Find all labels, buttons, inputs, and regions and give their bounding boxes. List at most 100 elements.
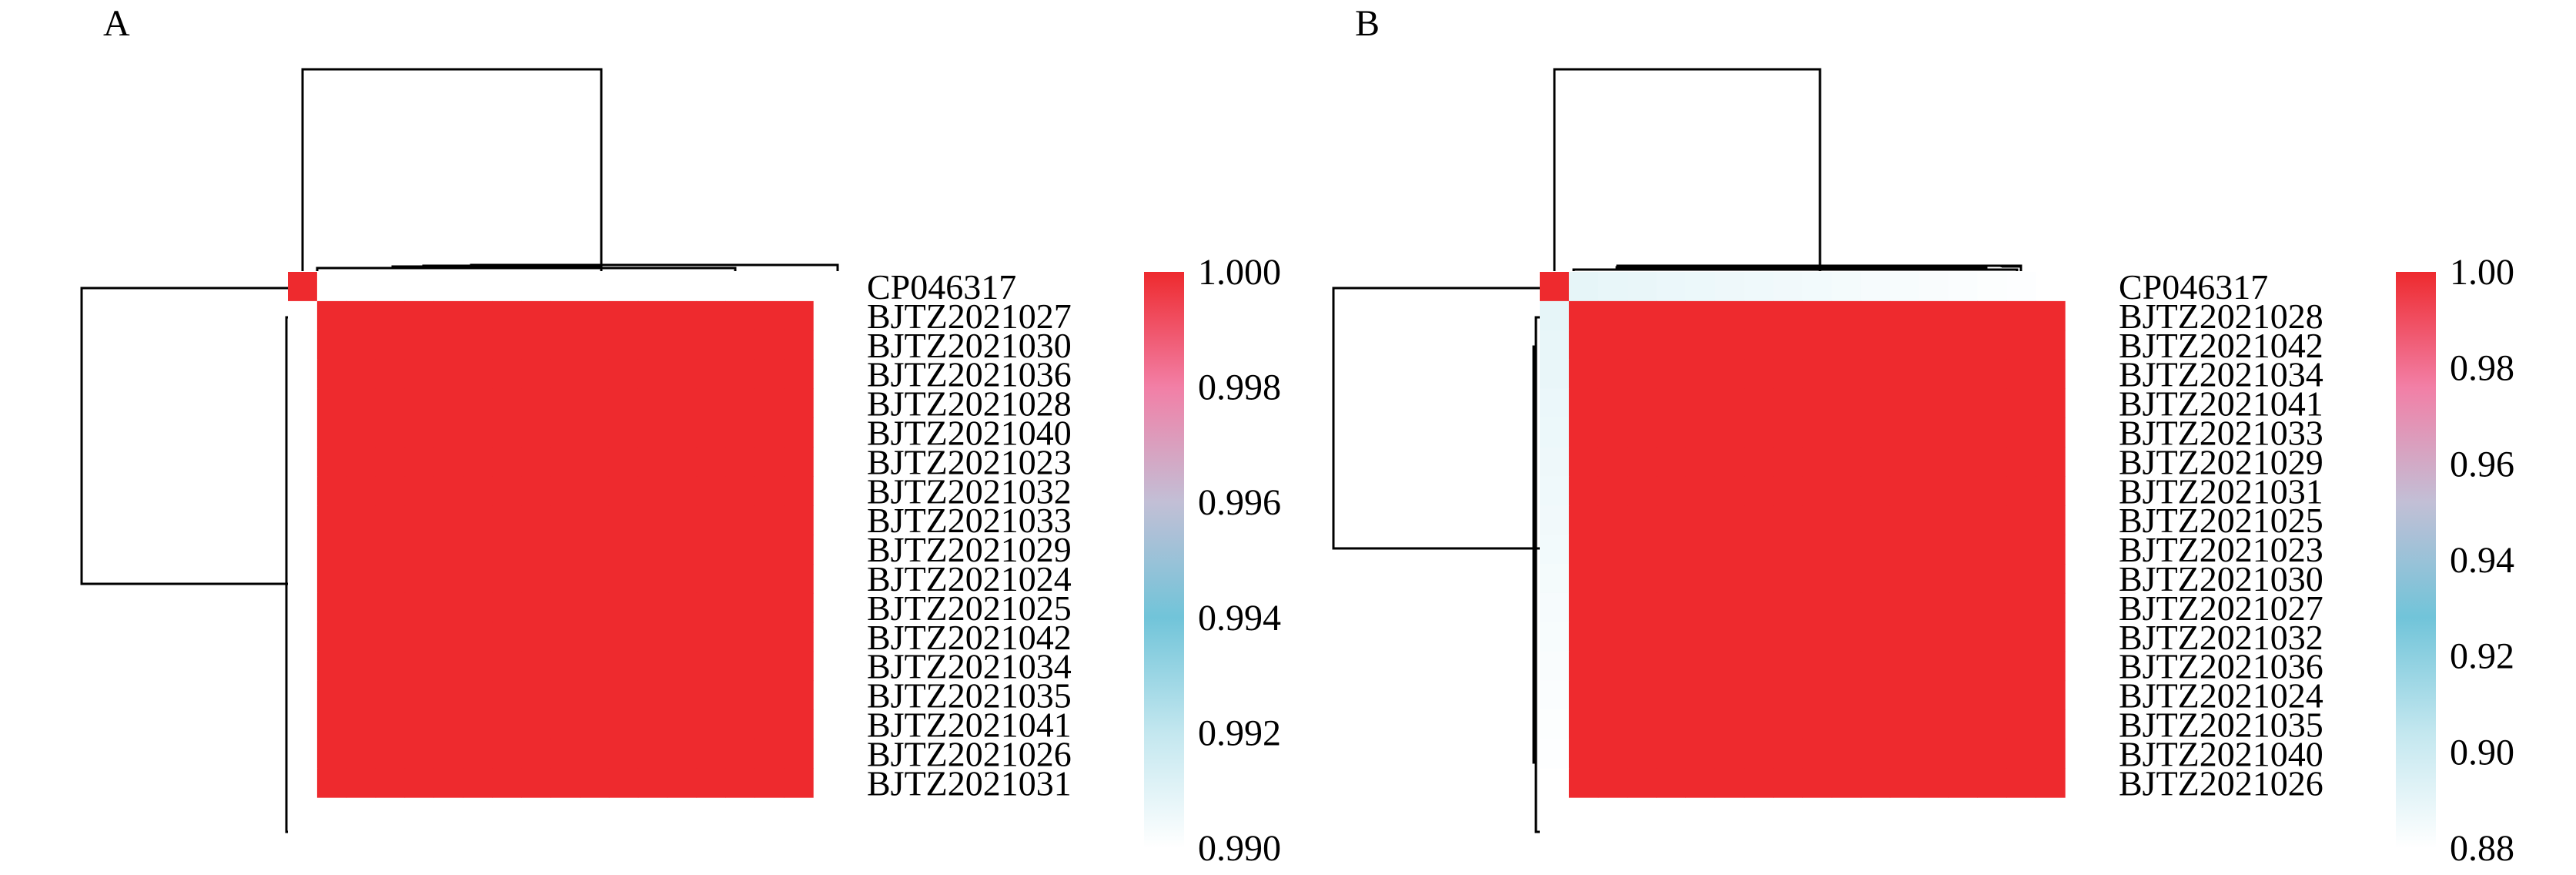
heatmap-cell: [1832, 388, 1862, 418]
heatmap-cell: [1627, 768, 1658, 798]
heatmap-cell: [1889, 709, 1920, 739]
heatmap-cell: [550, 330, 580, 360]
heatmap-cell: [1656, 592, 1686, 623]
heatmap-cell: [580, 651, 610, 682]
heatmap-cell: [667, 564, 698, 594]
heatmap-cell: [2006, 272, 2036, 302]
heatmap-cell: [1860, 622, 1891, 652]
heatmap-cell: [1948, 388, 1978, 418]
heatmap-cell: [1597, 709, 1628, 739]
heatmap-cell: [433, 476, 463, 506]
heatmap-cell: [580, 300, 610, 331]
heatmap-cell: [1627, 622, 1658, 652]
heatmap-cell: [667, 592, 698, 623]
heatmap-cell: [316, 768, 347, 798]
heatmap-cell: [580, 768, 610, 798]
heatmap-cell: [1948, 768, 1978, 798]
heatmap-cell: [608, 709, 639, 739]
heatmap-cell: [1568, 768, 1599, 798]
heatmap-cell: [1656, 505, 1686, 535]
heatmap-cell: [754, 768, 785, 798]
heatmap-cell: [754, 592, 785, 623]
heatmap-cell: [521, 476, 551, 506]
heatmap-cell: [1540, 300, 1570, 331]
heatmap-cell: [1744, 447, 1774, 477]
heatmap-cell: [433, 330, 463, 360]
heatmap-cell: [404, 447, 434, 477]
heatmap-cell: [1860, 300, 1891, 331]
heatmap-cell: [1860, 592, 1891, 623]
heatmap-cell: [784, 564, 814, 594]
heatmap-cell: [2036, 768, 2066, 798]
heatmap-cell: [404, 564, 434, 594]
heatmap-cell: [696, 651, 726, 682]
heatmap-cell: [725, 330, 755, 360]
heatmap-cell: [2006, 330, 2036, 360]
heatmap-cell: [725, 505, 755, 535]
heatmap-cell: [1919, 388, 1949, 418]
heatmap-cell: [725, 564, 755, 594]
heatmap-cell: [2006, 417, 2036, 448]
heatmap-cell: [521, 739, 551, 769]
heatmap-cell: [1568, 417, 1599, 448]
row-label: BJTZ2021030: [867, 326, 1072, 365]
heatmap-cell: [433, 417, 463, 448]
heatmap-cell: [2036, 709, 2066, 739]
heatmap-cell: [404, 417, 434, 448]
heatmap-cell: [1802, 505, 1832, 535]
row-label: BJTZ2021041: [2119, 384, 2323, 424]
heatmap-cell: [1597, 622, 1628, 652]
heatmap-cell: [696, 505, 726, 535]
colorbar-gradient: [2396, 272, 2436, 848]
heatmap-cell: [1889, 535, 1920, 565]
heatmap-cell: [492, 388, 522, 418]
heatmap-cell: [1627, 739, 1658, 769]
heatmap-cell: [1540, 768, 1570, 798]
heatmap-cell: [637, 447, 668, 477]
heatmap-cell: [696, 359, 726, 390]
heatmap-cell: [696, 535, 726, 565]
heatmap-cell: [725, 447, 755, 477]
heatmap-cell: [346, 709, 376, 739]
heatmap-cell: [316, 622, 347, 652]
heatmap-cell: [1568, 592, 1599, 623]
row-labels: CP046317BJTZ2021028BJTZ2021042BJTZ202103…: [2119, 267, 2323, 803]
heatmap-cell: [1597, 592, 1628, 623]
colorbar-tick-label: 0.992: [1198, 712, 1281, 753]
heatmap-cell: [1802, 388, 1832, 418]
heatmap-cell: [1948, 709, 1978, 739]
heatmap-cell: [696, 447, 726, 477]
heatmap-cell: [1889, 476, 1920, 506]
heatmap-cell: [637, 535, 668, 565]
heatmap-cell: [784, 592, 814, 623]
heatmap-cell: [346, 447, 376, 477]
heatmap-cell: [2036, 535, 2066, 565]
heatmap-cell: [608, 300, 639, 331]
column-dendrogram: [1553, 68, 2022, 271]
heatmap-cell: [1627, 476, 1658, 506]
heatmap-cell: [433, 709, 463, 739]
colorbar-tick-label: 0.96: [2450, 444, 2514, 484]
heatmap-cell: [1540, 476, 1570, 506]
heatmap-cell: [375, 651, 406, 682]
heatmap-cell: [1715, 359, 1745, 390]
heatmap-cell: [1919, 417, 1949, 448]
heatmap-cell: [1773, 768, 1803, 798]
heatmap-cell: [375, 300, 406, 331]
heatmap-cell: [1744, 300, 1774, 331]
heatmap-cell: [608, 417, 639, 448]
heatmap-cell: [1568, 300, 1599, 331]
heatmap-cell: [2036, 388, 2066, 418]
heatmap-cell: [404, 535, 434, 565]
row-label: BJTZ2021036: [867, 355, 1072, 394]
heatmap-cell: [784, 359, 814, 390]
heatmap-cell: [1889, 330, 1920, 360]
heatmap-cell: [1948, 476, 1978, 506]
row-label: BJTZ2021029: [2119, 442, 2323, 481]
heatmap-cell: [316, 417, 347, 448]
heatmap-cell: [316, 388, 347, 418]
row-label: BJTZ2021033: [867, 501, 1072, 540]
heatmap-cell: [1656, 447, 1686, 477]
heatmap-cell: [784, 680, 814, 710]
column-dendrogram: [301, 68, 839, 271]
